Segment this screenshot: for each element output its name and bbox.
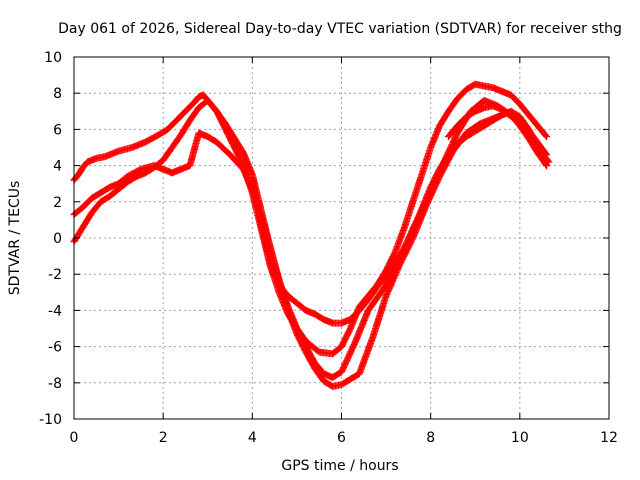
y-tick-label: -10 bbox=[39, 412, 62, 428]
x-tick-label: 4 bbox=[248, 430, 257, 446]
y-tick-label: 10 bbox=[44, 50, 62, 66]
data-point bbox=[543, 162, 551, 170]
y-tick-label: 2 bbox=[53, 195, 62, 211]
y-tick-label: 4 bbox=[53, 159, 62, 175]
axis-ticks: 0 2 4 6 8 10 12 -10 -8 -6 -4 -2 0 2 4 6 8 10 bbox=[39, 50, 618, 446]
y-tick-label: 0 bbox=[53, 231, 62, 247]
chart-title: Day 061 of 2026, Sidereal Day-to-day VTE… bbox=[58, 21, 622, 37]
y-tick-label: 6 bbox=[53, 122, 62, 138]
x-tick-label: 8 bbox=[426, 430, 435, 446]
x-tick-label: 12 bbox=[600, 430, 618, 446]
y-tick-label: -4 bbox=[48, 303, 62, 319]
series-track-5 bbox=[445, 102, 551, 170]
y-tick-label: -6 bbox=[48, 340, 62, 356]
x-axis-label: GPS time / hours bbox=[281, 458, 398, 474]
y-tick-label: -8 bbox=[48, 376, 62, 392]
y-axis-label: SDTVAR / TECUs bbox=[7, 181, 23, 296]
data-point bbox=[542, 150, 550, 158]
x-tick-label: 0 bbox=[70, 430, 79, 446]
data-point bbox=[542, 160, 550, 168]
series-track-2 bbox=[70, 96, 553, 381]
data-point bbox=[543, 133, 551, 141]
data-point bbox=[542, 131, 550, 139]
grid bbox=[74, 57, 609, 419]
series-track-4 bbox=[248, 107, 551, 327]
data-marks bbox=[70, 80, 553, 390]
x-tick-label: 2 bbox=[159, 430, 168, 446]
y-tick-label: -2 bbox=[48, 267, 62, 283]
y-tick-label: 8 bbox=[53, 86, 62, 102]
x-tick-label: 10 bbox=[511, 430, 529, 446]
x-tick-label: 6 bbox=[337, 430, 346, 446]
